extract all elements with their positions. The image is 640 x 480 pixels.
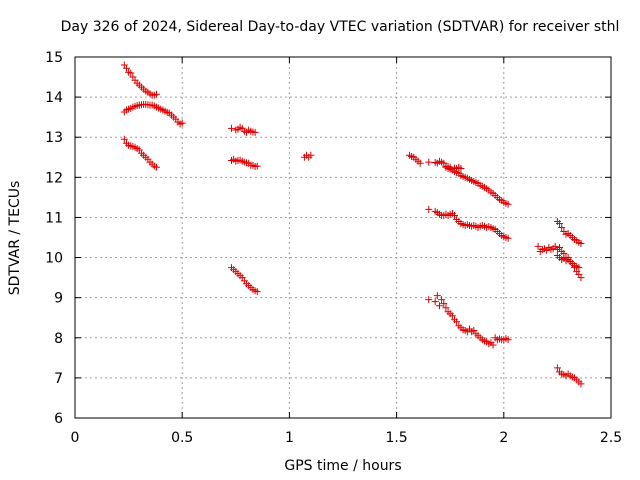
series-sat-j: [442, 163, 465, 173]
x-tick-label: 1.5: [385, 430, 407, 446]
data-point: [448, 312, 456, 320]
y-tick-label: 7: [54, 371, 63, 387]
data-point: [152, 90, 160, 98]
series-sat-h: [405, 151, 424, 167]
data-point: [450, 211, 458, 219]
series-sat-p: [553, 364, 585, 388]
series-sat-m: [534, 242, 585, 282]
series-sat-n: [553, 217, 585, 248]
data-point: [122, 64, 130, 72]
y-tick-label: 12: [45, 170, 63, 186]
x-tick-label: 2: [499, 430, 508, 446]
x-tick-label: 1: [285, 430, 294, 446]
data-point: [489, 341, 497, 349]
data-point: [425, 296, 433, 304]
data-point: [152, 163, 160, 171]
data-point: [556, 244, 564, 252]
data-point: [553, 364, 561, 372]
data-point: [251, 128, 259, 136]
series-sat-d: [228, 123, 259, 136]
x-tick-label: 0: [71, 430, 80, 446]
series-sat-o: [553, 252, 583, 272]
data-point: [564, 254, 572, 262]
series-sat-l: [425, 292, 512, 349]
series-sat-g: [300, 151, 315, 161]
data-point: [253, 162, 261, 170]
data-point: [433, 292, 441, 300]
gridlines: [75, 57, 611, 418]
chart-title: Day 326 of 2024, Sidereal Day-to-day VTE…: [61, 19, 620, 35]
data-point: [504, 336, 512, 344]
data-point: [534, 242, 542, 250]
data-point: [416, 159, 424, 167]
series-sat-b: [120, 100, 186, 128]
y-axis-label: SDTVAR / TECUs: [7, 181, 23, 296]
series-sat-f: [228, 264, 261, 296]
y-tick-label: 10: [45, 251, 63, 267]
y-axis: 6 7 8 9 10 11 12 13 14 15: [45, 50, 611, 427]
data-point: [457, 165, 465, 173]
data-point: [178, 119, 186, 127]
y-tick-label: 11: [45, 210, 63, 226]
data-point: [431, 298, 439, 306]
data-point: [504, 200, 512, 208]
x-tick-label: 2.5: [600, 430, 622, 446]
y-tick-label: 13: [45, 130, 63, 146]
data-point: [453, 318, 461, 326]
data-point: [446, 163, 454, 171]
plot-frame: [74, 56, 612, 419]
series-sat-k: [425, 205, 512, 242]
data-point: [575, 264, 583, 272]
data-point: [425, 205, 433, 213]
x-tick-label: 0.5: [171, 430, 193, 446]
data-points: [120, 61, 585, 388]
data-point: [435, 302, 443, 310]
data-point: [307, 151, 315, 159]
data-point: [120, 135, 128, 143]
series-sat-a: [120, 61, 160, 99]
series-sat-c: [120, 135, 160, 171]
data-point: [504, 234, 512, 242]
data-point: [577, 274, 585, 282]
data-point: [558, 223, 566, 231]
data-point: [127, 69, 135, 77]
data-point: [438, 296, 446, 304]
series-sat-e: [228, 155, 261, 171]
y-tick-label: 14: [45, 90, 63, 106]
data-point: [253, 288, 261, 296]
x-axis: 0 0.5 1 1.5 2 2.5: [71, 57, 622, 446]
y-tick-label: 8: [54, 331, 63, 347]
data-point: [425, 158, 433, 166]
data-point: [556, 219, 564, 227]
y-tick-label: 9: [54, 291, 63, 307]
data-point: [442, 304, 450, 312]
x-axis-label: GPS time / hours: [284, 458, 401, 474]
data-point: [440, 300, 448, 308]
series-sat-i: [425, 157, 512, 208]
data-point: [228, 124, 236, 132]
data-point: [577, 240, 585, 248]
data-point: [577, 380, 585, 388]
y-tick-label: 15: [45, 50, 63, 66]
y-tick-label: 6: [54, 411, 63, 427]
